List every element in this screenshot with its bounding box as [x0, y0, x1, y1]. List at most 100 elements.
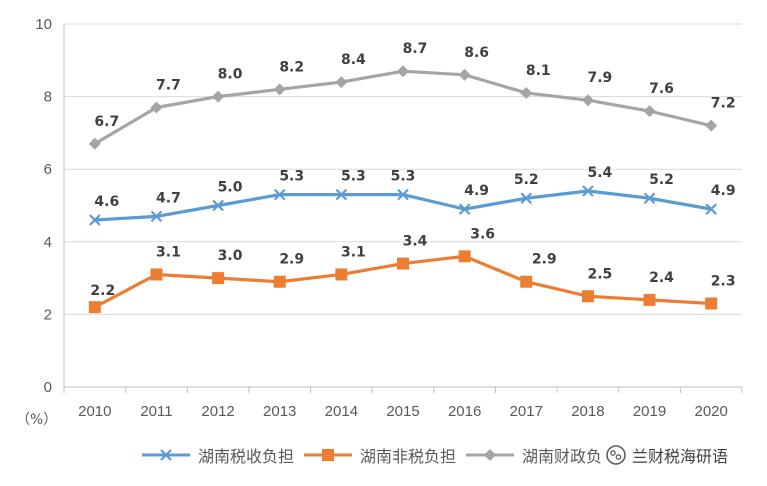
- series-line-fiscal-burden: [94, 69, 712, 146]
- point-tax-burden-2011: [150, 210, 163, 223]
- point-nontax-burden-2015: [397, 257, 409, 270]
- data-label-nontax-burden-2014: 3.1: [341, 244, 366, 260]
- legend-item-nontax-burden[interactable]: 湖南非税负担: [302, 443, 456, 467]
- data-label-fiscal-burden-2016: 8.6: [464, 45, 489, 61]
- legend: 湖南税收负担 湖南非税负担 湖南财政负: [140, 438, 610, 472]
- data-labels: 4.6 4.7 5.0 5.3 5.3 5.3 4.9 5.2 5.4 5.2 4.9 2.2 3.1 3…: [90, 41, 735, 299]
- y-tick-2: 2: [44, 306, 52, 323]
- y-tick-8: 8: [44, 89, 52, 106]
- point-fiscal-burden-2014: [335, 76, 348, 89]
- point-tax-burden-2016: [458, 203, 471, 215]
- point-tax-burden-2013: [273, 188, 286, 201]
- y-tick-6: 6: [44, 161, 52, 178]
- data-label-tax-burden-2010: 4.6: [94, 194, 119, 210]
- point-tax-burden-2012: [212, 199, 224, 212]
- data-label-fiscal-burden-2019: 7.6: [649, 81, 674, 97]
- data-label-tax-burden-2018: 5.4: [588, 165, 613, 181]
- data-label-fiscal-burden-2013: 8.2: [279, 59, 304, 75]
- legend-label-fiscal-burden: 湖南财政负: [522, 447, 603, 466]
- data-label-tax-burden-2019: 5.2: [649, 172, 674, 188]
- y-unit-label: （%）: [16, 412, 57, 428]
- point-tax-burden-2014: [335, 188, 348, 201]
- data-label-nontax-burden-2020: 2.3: [711, 274, 736, 290]
- data-label-fiscal-burden-2015: 8.7: [403, 41, 428, 57]
- point-fiscal-burden-2017: [520, 86, 533, 99]
- data-label-fiscal-burden-2010: 6.7: [94, 114, 119, 130]
- x-tick-2015: 2015: [386, 403, 419, 420]
- data-label-fiscal-burden-2018: 7.9: [588, 70, 613, 86]
- point-fiscal-burden-2012: [212, 90, 225, 103]
- point-tax-burden-2010: [89, 214, 101, 226]
- point-nontax-burden-2016: [458, 250, 471, 263]
- point-nontax-burden-2018: [581, 290, 594, 303]
- legend-swatch-fiscal-burden: [466, 449, 515, 461]
- series-group: [88, 65, 718, 314]
- legend-swatch-nontax-burden: [304, 449, 353, 461]
- data-label-tax-burden-2014: 5.3: [341, 169, 366, 185]
- point-nontax-burden-2012: [212, 272, 225, 285]
- point-fiscal-burden-2020: [705, 119, 718, 132]
- x-tick-2014: 2014: [325, 403, 358, 420]
- wechat-logo-icon: [606, 445, 626, 465]
- point-tax-burden-2018: [582, 185, 594, 197]
- point-tax-burden-2019: [643, 192, 656, 205]
- data-label-tax-burden-2020: 4.9: [711, 183, 736, 199]
- point-tax-burden-2015: [397, 188, 409, 201]
- data-label-nontax-burden-2019: 2.4: [649, 270, 674, 286]
- point-nontax-burden-2014: [335, 268, 348, 281]
- data-label-nontax-burden-2018: 2.5: [588, 266, 613, 282]
- x-tick-labels: 2010 2011 2012 2013 2014 2015 2016 2017 2018 2019…: [78, 403, 728, 420]
- legend-swatch-tax-burden: [142, 449, 190, 461]
- data-label-nontax-burden-2016: 3.6: [470, 226, 495, 242]
- y-tick-4: 4: [44, 234, 52, 251]
- data-label-nontax-burden-2015: 3.4: [403, 234, 428, 250]
- data-label-fiscal-burden-2014: 8.4: [341, 52, 366, 68]
- x-tick-2017: 2017: [510, 403, 543, 420]
- point-nontax-burden-2010: [88, 301, 101, 314]
- data-label-nontax-burden-2013: 2.9: [279, 252, 304, 268]
- point-nontax-burden-2019: [643, 293, 656, 306]
- y-tick-0: 0: [44, 379, 52, 396]
- axes: [63, 24, 743, 393]
- point-fiscal-burden-2010: [88, 137, 101, 150]
- data-label-tax-burden-2015: 5.3: [391, 169, 416, 185]
- x-tick-2013: 2013: [263, 403, 296, 420]
- point-tax-burden-2020: [705, 203, 717, 215]
- x-tick-2011: 2011: [140, 403, 172, 420]
- x-tick-2010: 2010: [78, 403, 111, 420]
- x-tick-2018: 2018: [571, 403, 604, 420]
- x-tick-2016: 2016: [448, 403, 481, 420]
- data-label-fiscal-burden-2011: 7.7: [156, 77, 181, 93]
- legend-item-tax-burden[interactable]: 湖南税收负担: [140, 443, 294, 467]
- data-label-fiscal-burden-2020: 7.2: [711, 96, 736, 112]
- data-label-nontax-burden-2012: 3.0: [218, 248, 243, 264]
- x-tick-2012: 2012: [201, 403, 234, 420]
- watermark-text: 兰财税海研语: [632, 447, 729, 466]
- watermark: 兰财税海研语: [606, 438, 735, 472]
- data-label-tax-burden-2017: 5.2: [514, 172, 539, 188]
- data-label-nontax-burden-2010: 2.2: [90, 283, 115, 299]
- x-tick-2019: 2019: [633, 403, 666, 420]
- legend-label-tax-burden: 湖南税收负担: [198, 447, 295, 466]
- point-fiscal-burden-2018: [581, 94, 594, 107]
- point-fiscal-burden-2011: [150, 101, 163, 114]
- legend-item-fiscal-burden[interactable]: 湖南财政负: [464, 443, 602, 467]
- data-label-tax-burden-2013: 5.3: [279, 169, 304, 185]
- data-label-nontax-burden-2011: 3.1: [156, 244, 181, 260]
- x-tick-2020: 2020: [694, 403, 727, 420]
- y-tick-10: 10: [35, 16, 52, 33]
- data-label-fiscal-burden-2012: 8.0: [218, 67, 243, 83]
- data-label-tax-burden-2012: 5.0: [218, 180, 243, 196]
- y-tick-labels: 0 2 4 6 8 10: [35, 16, 52, 396]
- point-nontax-burden-2020: [705, 297, 718, 310]
- point-fiscal-burden-2016: [458, 68, 471, 81]
- data-label-nontax-burden-2017: 2.9: [532, 252, 557, 268]
- data-label-fiscal-burden-2017: 8.1: [526, 63, 551, 79]
- legend-label-nontax-burden: 湖南非税负担: [360, 447, 457, 466]
- point-nontax-burden-2017: [520, 275, 533, 288]
- data-label-tax-burden-2011: 4.7: [156, 190, 181, 206]
- point-fiscal-burden-2015: [397, 65, 409, 78]
- point-fiscal-burden-2019: [643, 105, 656, 118]
- point-tax-burden-2017: [520, 192, 533, 205]
